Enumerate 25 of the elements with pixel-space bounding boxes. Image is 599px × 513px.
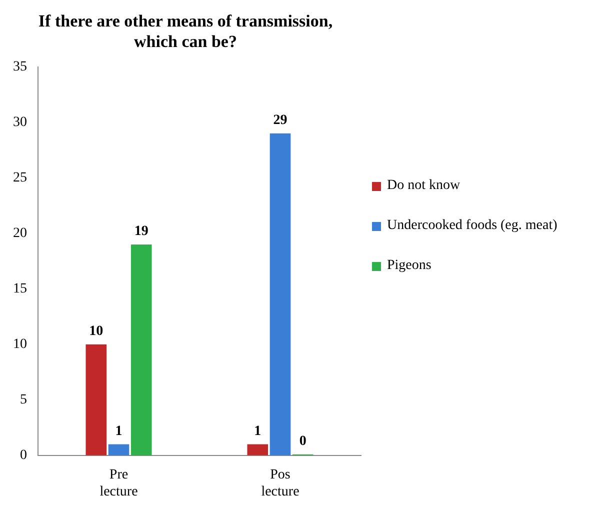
y-tick-label: 25 xyxy=(13,170,27,186)
bar xyxy=(247,444,268,456)
legend-label: Pigeons xyxy=(387,258,432,274)
data-label: 10 xyxy=(89,324,104,339)
y-tick-label: 15 xyxy=(13,282,27,297)
y-tick-label: 10 xyxy=(13,337,27,352)
legend-label: Undercooked foods (eg. meat) xyxy=(387,218,558,234)
y-tick-label: 5 xyxy=(20,392,27,408)
data-label: 19 xyxy=(134,224,148,240)
y-tick-label: 30 xyxy=(13,114,27,130)
legend-label: Do not know xyxy=(387,178,460,194)
bar xyxy=(270,133,291,456)
data-label: 1 xyxy=(115,424,122,439)
data-label: 29 xyxy=(273,113,288,128)
y-tick-label: 35 xyxy=(13,59,27,74)
y-tick-label: 20 xyxy=(13,226,27,242)
bar xyxy=(130,244,152,456)
y-tick-label: 0 xyxy=(20,448,27,464)
chart-title: If there are other means of transmission, which can be? xyxy=(38,12,333,51)
data-label: 1 xyxy=(254,424,262,439)
x-tick-label: Pre lecture xyxy=(100,467,138,500)
bar xyxy=(86,344,107,456)
bar xyxy=(108,444,130,456)
data-label: 0 xyxy=(299,434,306,450)
x-tick-label: Pos lecture xyxy=(261,467,300,500)
